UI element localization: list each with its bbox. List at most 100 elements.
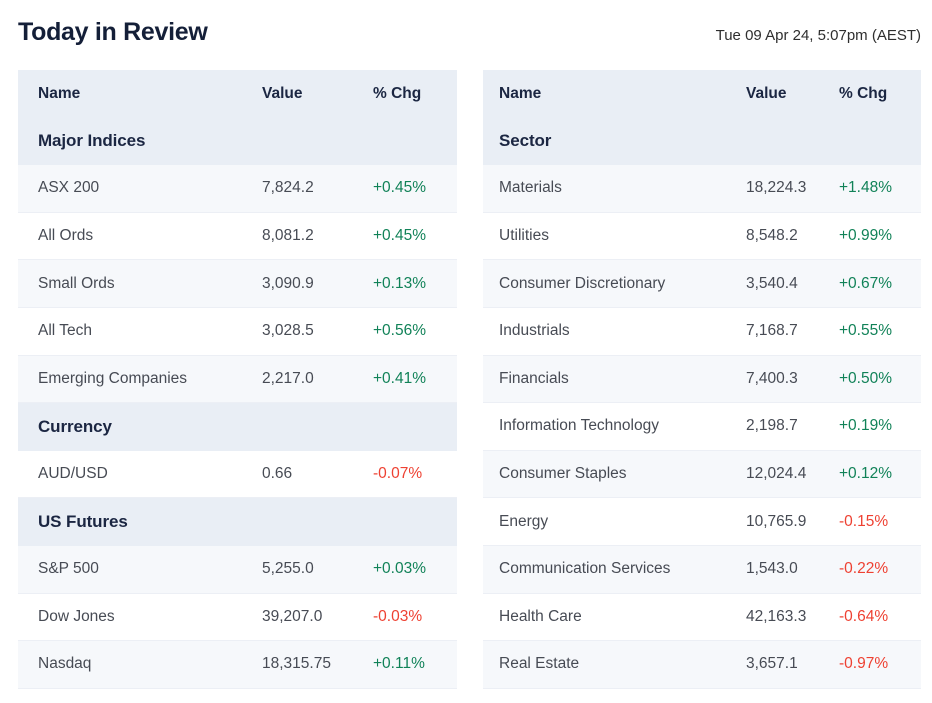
- row-change: +0.67%: [839, 274, 893, 292]
- column-header-chg: % Chg: [839, 84, 888, 102]
- section-header-us-futures: US Futures: [18, 498, 457, 546]
- section-header-sector: Sector: [483, 117, 921, 166]
- row-change: +0.19%: [839, 417, 893, 435]
- table-row-communication-services: Communication Services 1,543.0 -0.22%: [483, 545, 921, 594]
- row-change: +0.45%: [373, 227, 427, 245]
- row-name: Consumer Discretionary: [499, 274, 666, 292]
- table-row-energy: Energy 10,765.9 -0.15%: [483, 498, 921, 546]
- row-change: -0.22%: [839, 560, 889, 578]
- page-header: Today in Review Tue 09 Apr 24, 5:07pm (A…: [18, 15, 921, 49]
- row-value: 3,540.4: [746, 274, 798, 292]
- row-change: +0.50%: [839, 369, 893, 387]
- row-change: -0.64%: [839, 607, 889, 625]
- row-value: 18,224.3: [746, 179, 807, 197]
- row-name: ASX 200: [38, 179, 100, 197]
- row-value: 12,024.4: [746, 465, 807, 483]
- page-title: Today in Review: [18, 18, 208, 46]
- table-row-consumer-discretionary: Consumer Discretionary 3,540.4 +0.67%: [483, 260, 921, 308]
- row-change: -0.15%: [839, 512, 889, 530]
- row-change: +0.03%: [373, 560, 427, 578]
- table-row-information-technology: Information Technology 2,198.7 +0.19%: [483, 403, 921, 451]
- indices-currency-futures-table: Name Value % Chg Major Indices ASX 200 7,8…: [18, 70, 457, 689]
- sector-table: Name Value % Chg Sector Materials 18,224.3…: [483, 70, 921, 689]
- table-row-materials: Materials 18,224.3 +1.48%: [483, 165, 921, 213]
- row-name: Consumer Staples: [499, 465, 627, 483]
- row-value: 8,548.2: [746, 227, 798, 245]
- row-value: 7,400.3: [746, 369, 798, 387]
- row-name: AUD/USD: [38, 465, 108, 483]
- timestamp: Tue 09 Apr 24, 5:07pm (AEST): [715, 27, 921, 44]
- row-value: 0.66: [262, 465, 293, 483]
- row-change: +0.41%: [373, 369, 427, 387]
- row-name: Energy: [499, 512, 549, 530]
- table-row-aud-usd: AUD/USD 0.66 -0.07%: [18, 450, 457, 499]
- row-value: 7,168.7: [746, 322, 798, 340]
- row-value: 7,824.2: [262, 179, 314, 197]
- row-name: Industrials: [499, 322, 570, 340]
- column-header-value: Value: [262, 84, 303, 102]
- column-header-name: Name: [38, 84, 81, 102]
- row-name: Materials: [499, 179, 562, 197]
- tables-container: Name Value % Chg Major Indices ASX 200 7,8…: [18, 70, 921, 689]
- row-change: -0.03%: [373, 607, 423, 625]
- row-name: Emerging Companies: [38, 369, 188, 387]
- row-change: -0.97%: [839, 655, 889, 673]
- section-label: US Futures: [38, 512, 128, 532]
- table-row-asx-200: ASX 200 7,824.2 +0.45%: [18, 165, 457, 213]
- row-change: -0.07%: [373, 465, 423, 483]
- column-header-row: Name Value % Chg: [483, 70, 921, 118]
- table-row-industrials: Industrials 7,168.7 +0.55%: [483, 307, 921, 356]
- row-value: 10,765.9: [746, 512, 807, 530]
- section-header-currency: Currency: [18, 403, 457, 451]
- row-change: +0.56%: [373, 322, 427, 340]
- row-value: 1,543.0: [746, 560, 798, 578]
- table-row-emerging-companies: Emerging Companies 2,217.0 +0.41%: [18, 355, 457, 404]
- row-name: Financials: [499, 369, 569, 387]
- table-row-health-care: Health Care 42,163.3 -0.64%: [483, 593, 921, 642]
- section-label: Major Indices: [38, 131, 146, 151]
- section-header-major-indices: Major Indices: [18, 117, 457, 166]
- row-name: Real Estate: [499, 655, 580, 673]
- row-change: +0.11%: [373, 655, 425, 673]
- row-name: Dow Jones: [38, 607, 115, 625]
- table-row-real-estate: Real Estate 3,657.1 -0.97%: [483, 641, 921, 689]
- row-change: +0.45%: [373, 179, 427, 197]
- row-name: Small Ords: [38, 274, 115, 292]
- table-row-consumer-staples: Consumer Staples 12,024.4 +0.12%: [483, 450, 921, 499]
- table-row-all-tech: All Tech 3,028.5 +0.56%: [18, 307, 457, 356]
- row-value: 2,217.0: [262, 369, 314, 387]
- row-change: +0.99%: [839, 227, 893, 245]
- column-header-value: Value: [746, 84, 787, 102]
- row-value: 39,207.0: [262, 607, 323, 625]
- section-label: Sector: [499, 131, 552, 151]
- row-value: 8,081.2: [262, 227, 314, 245]
- section-label: Currency: [38, 416, 112, 436]
- row-name: Information Technology: [499, 417, 659, 435]
- row-value: 3,028.5: [262, 322, 314, 340]
- row-name: Nasdaq: [38, 655, 92, 673]
- table-row-nasdaq: Nasdaq 18,315.75 +0.11%: [18, 641, 457, 689]
- table-row-dow-jones: Dow Jones 39,207.0 -0.03%: [18, 593, 457, 642]
- table-row-financials: Financials 7,400.3 +0.50%: [483, 355, 921, 404]
- table-row-all-ords: All Ords 8,081.2 +0.45%: [18, 212, 457, 261]
- row-value: 3,090.9: [262, 274, 314, 292]
- row-name: All Ords: [38, 227, 94, 245]
- row-name: Communication Services: [499, 560, 671, 578]
- column-header-name: Name: [499, 84, 542, 102]
- row-name: S&P 500: [38, 560, 99, 578]
- row-name: All Tech: [38, 322, 92, 340]
- row-change: +0.13%: [373, 274, 427, 292]
- column-header-row: Name Value % Chg: [18, 70, 457, 118]
- table-row-utilities: Utilities 8,548.2 +0.99%: [483, 212, 921, 261]
- row-name: Health Care: [499, 607, 582, 625]
- table-row-s-p-500: S&P 500 5,255.0 +0.03%: [18, 545, 457, 594]
- row-value: 5,255.0: [262, 560, 314, 578]
- row-value: 42,163.3: [746, 607, 807, 625]
- row-change: +1.48%: [839, 179, 893, 197]
- column-header-chg: % Chg: [373, 84, 422, 102]
- row-value: 2,198.7: [746, 417, 798, 435]
- row-value: 3,657.1: [746, 655, 798, 673]
- row-name: Utilities: [499, 227, 549, 245]
- table-row-small-ords: Small Ords 3,090.9 +0.13%: [18, 260, 457, 308]
- row-value: 18,315.75: [262, 655, 331, 673]
